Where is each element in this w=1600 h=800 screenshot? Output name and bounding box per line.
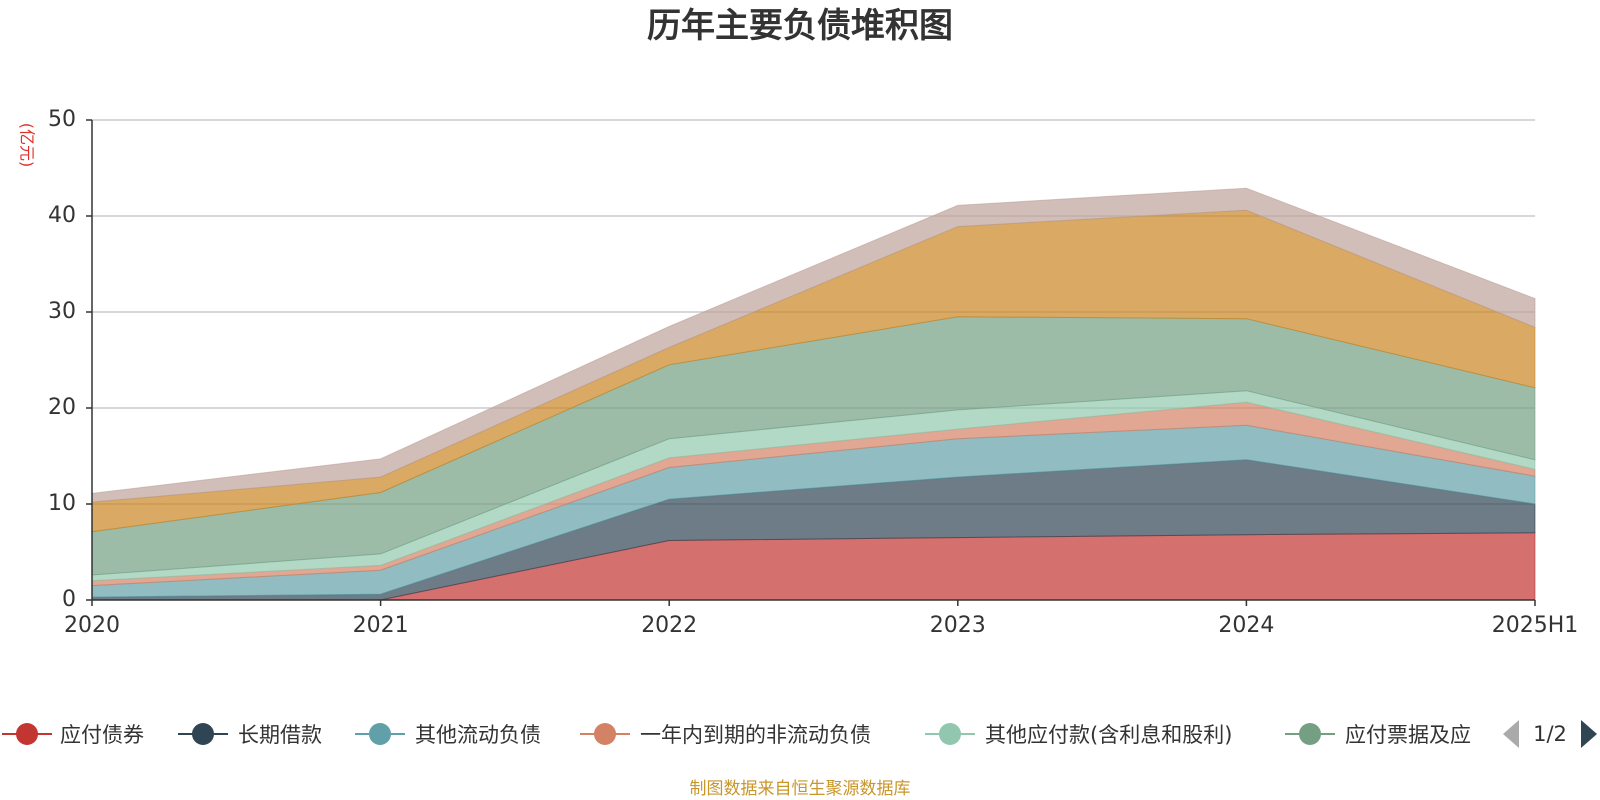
x-tick-label: 2022 [641, 613, 697, 638]
legend-page-indicator: 1/2 [1533, 722, 1567, 746]
legend: 应付债券 长期借款 其他流动负债 一年内到期的非流动负债 其他应付款(含利息和股利) 应付… [2, 723, 1471, 747]
y-tick-label: 20 [48, 395, 76, 420]
y-axis-unit-label: (亿元) [18, 123, 37, 168]
legend-label: 应付债券 [60, 723, 144, 747]
legend-pager: 1/2 [1503, 720, 1597, 748]
legend-item[interactable]: 其他流动负债 [355, 723, 541, 747]
x-tick-label: 2024 [1218, 613, 1274, 638]
area-series-7 [91, 187, 1536, 503]
legend-marker [1299, 723, 1321, 745]
legend-item[interactable]: 其他应付款(含利息和股利) [925, 723, 1232, 747]
legend-item[interactable]: 一年内到期的非流动负债 [580, 723, 871, 747]
source-note: 制图数据来自恒生聚源数据库 [690, 779, 911, 799]
legend-marker [939, 723, 961, 745]
y-tick-label: 30 [48, 299, 76, 324]
legend-label: 长期借款 [238, 723, 322, 747]
legend-label: 其他流动负债 [415, 723, 541, 747]
chart-title: 历年主要负债堆积图 [647, 6, 953, 46]
legend-label: 一年内到期的非流动负债 [640, 723, 871, 747]
stacked-areas [91, 187, 1536, 601]
legend-prev-page-icon[interactable] [1503, 720, 1519, 748]
axes [91, 120, 1535, 601]
legend-marker [369, 723, 391, 745]
x-tick-label: 2021 [353, 613, 409, 638]
legend-marker [594, 723, 616, 745]
y-tick-label: 10 [48, 491, 76, 516]
y-axis-ticks: 0 10 20 30 40 50 [48, 107, 92, 612]
x-tick-label: 2025H1 [1492, 613, 1579, 638]
legend-label: 应付票据及应 [1345, 723, 1471, 747]
legend-label: 其他应付款(含利息和股利) [985, 723, 1232, 747]
y-tick-label: 50 [48, 107, 76, 132]
x-axis-ticks: 2020 2021 2022 2023 2024 2025H1 [64, 600, 1578, 638]
legend-item[interactable]: 应付票据及应 [1285, 723, 1471, 747]
x-tick-label: 2023 [930, 613, 986, 638]
y-tick-label: 40 [48, 203, 76, 228]
legend-marker [16, 723, 38, 745]
legend-next-page-icon[interactable] [1581, 720, 1597, 748]
x-tick-label: 2020 [64, 613, 120, 638]
legend-item[interactable]: 应付债券 [2, 723, 144, 747]
y-tick-label: 0 [62, 587, 76, 612]
legend-marker [192, 723, 214, 745]
legend-item[interactable]: 长期借款 [178, 723, 322, 747]
